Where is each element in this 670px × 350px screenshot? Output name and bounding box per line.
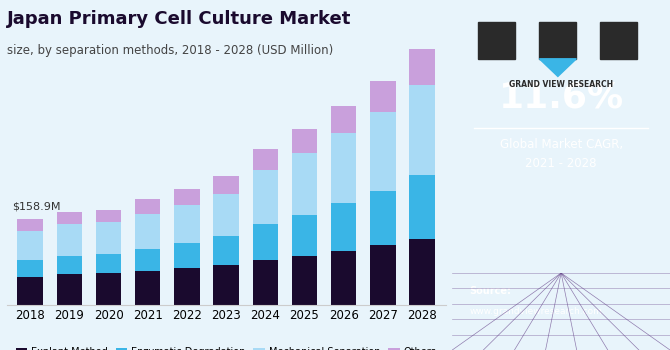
Bar [57,256,82,274]
Text: Global Market CAGR,
2021 - 2028: Global Market CAGR, 2021 - 2028 [500,138,622,170]
Bar [17,260,43,276]
Bar [331,133,356,203]
Bar [135,271,161,304]
Bar [409,239,435,304]
Text: $158.9M: $158.9M [13,201,61,211]
Text: www.grandviewresearch.com: www.grandviewresearch.com [470,307,602,316]
Bar [331,106,356,133]
Polygon shape [539,59,576,76]
Bar [17,219,43,231]
Bar [253,149,278,170]
Bar [57,212,82,224]
Bar [96,222,121,254]
Bar [174,268,200,304]
Text: 11.6%: 11.6% [498,81,624,115]
Bar [409,49,435,85]
Bar [17,276,43,304]
Bar [135,199,161,214]
Bar [213,194,239,236]
Bar [370,191,395,245]
Bar [409,85,435,175]
Bar [174,189,200,205]
Bar [539,22,576,59]
Text: Source:: Source: [470,286,512,295]
Bar [370,81,395,112]
Bar [174,243,200,268]
Text: GRAND VIEW RESEARCH: GRAND VIEW RESEARCH [509,80,613,89]
Bar [370,245,395,304]
Bar [331,203,356,251]
Bar [409,175,435,239]
Bar [253,170,278,224]
Bar [96,254,121,273]
Bar [600,22,637,59]
Bar [174,205,200,243]
Bar [96,273,121,304]
Bar [478,22,515,59]
Bar [57,274,82,304]
Bar [291,256,317,304]
Bar [57,224,82,255]
Bar [291,215,317,255]
Legend: Explant Method, Enzymatic Degradation, Mechanical Separation, Others: Explant Method, Enzymatic Degradation, M… [11,343,441,350]
Bar [370,112,395,191]
Text: size, by separation methods, 2018 - 2028 (USD Million): size, by separation methods, 2018 - 2028… [7,44,333,57]
Bar [331,251,356,304]
Bar [96,210,121,222]
Bar [291,153,317,215]
Bar [213,236,239,265]
Bar [213,265,239,304]
Bar [135,214,161,249]
Bar [213,176,239,194]
Bar [253,224,278,260]
Bar [17,231,43,260]
Bar [253,260,278,304]
Bar [135,249,161,271]
Text: Japan Primary Cell Culture Market: Japan Primary Cell Culture Market [7,10,351,28]
Bar [291,130,317,153]
